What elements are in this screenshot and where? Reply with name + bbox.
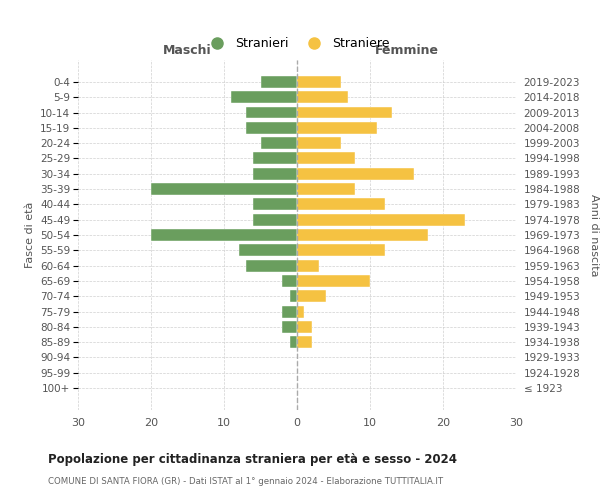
Bar	[253, 168, 297, 179]
Bar	[297, 152, 355, 164]
Bar	[151, 183, 297, 195]
Legend: Stranieri, Straniere: Stranieri, Straniere	[198, 31, 396, 56]
Bar	[151, 229, 297, 241]
Bar	[253, 198, 297, 210]
Bar	[297, 290, 326, 302]
Bar	[246, 260, 297, 272]
Bar	[297, 91, 348, 103]
Bar	[297, 244, 385, 256]
Bar	[297, 106, 392, 118]
Bar	[297, 260, 319, 272]
Bar	[297, 336, 311, 348]
Bar	[253, 152, 297, 164]
Bar	[232, 91, 297, 103]
Text: Popolazione per cittadinanza straniera per età e sesso - 2024: Popolazione per cittadinanza straniera p…	[48, 452, 457, 466]
Bar	[297, 137, 341, 149]
Bar	[283, 321, 297, 333]
Y-axis label: Fasce di età: Fasce di età	[25, 202, 35, 268]
Bar	[260, 76, 297, 88]
Bar	[297, 183, 355, 195]
Bar	[297, 229, 428, 241]
Bar	[297, 306, 304, 318]
Bar	[283, 275, 297, 287]
Bar	[246, 122, 297, 134]
Bar	[260, 137, 297, 149]
Bar	[290, 336, 297, 348]
Bar	[253, 214, 297, 226]
Bar	[290, 290, 297, 302]
Bar	[297, 321, 311, 333]
Bar	[239, 244, 297, 256]
Text: COMUNE DI SANTA FIORA (GR) - Dati ISTAT al 1° gennaio 2024 - Elaborazione TUTTIT: COMUNE DI SANTA FIORA (GR) - Dati ISTAT …	[48, 478, 443, 486]
Text: Femmine: Femmine	[374, 44, 439, 57]
Bar	[297, 214, 465, 226]
Bar	[297, 275, 370, 287]
Bar	[283, 306, 297, 318]
Text: Maschi: Maschi	[163, 44, 212, 57]
Bar	[297, 122, 377, 134]
Y-axis label: Anni di nascita: Anni di nascita	[589, 194, 599, 276]
Bar	[246, 106, 297, 118]
Bar	[297, 198, 385, 210]
Bar	[297, 76, 341, 88]
Bar	[297, 168, 414, 179]
